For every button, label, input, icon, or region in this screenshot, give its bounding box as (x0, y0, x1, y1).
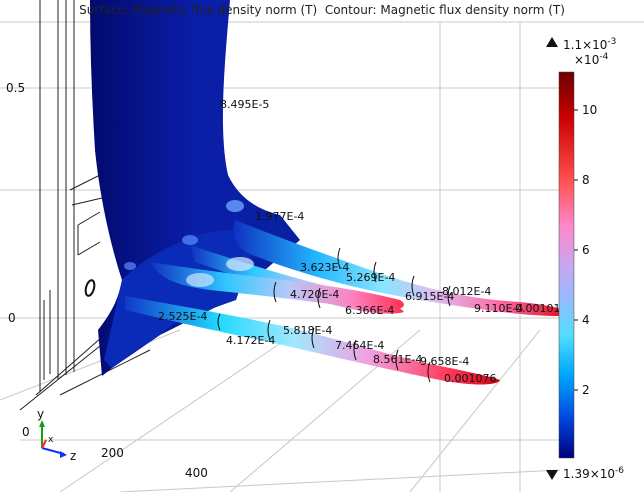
contour-label: 5.818E-4 (283, 324, 332, 337)
axis-triad: y z x (37, 407, 76, 463)
contour-label: 2.525E-4 (158, 310, 207, 323)
contour-label: 7.464E-4 (335, 339, 384, 352)
y-tick-label: 0.5 (6, 81, 25, 95)
contour-label: 4.172E-4 (226, 334, 275, 347)
colorbar-tick-label: 10 (582, 103, 597, 117)
contour-label: 0.00101 (515, 302, 561, 315)
ring-marker (84, 279, 96, 297)
plot-title: Surface: Magnetic flux density norm (T) … (0, 3, 644, 17)
geometry-edges (19, 0, 151, 411)
corner-tick-label: 0 (22, 425, 30, 439)
contour-label: 6.366E-4 (345, 304, 394, 317)
triad-y-label: y (37, 407, 44, 421)
contour-label: 3.623E-4 (300, 261, 349, 274)
triad-z-label: z (70, 449, 76, 463)
colorbar-tick-label: 4 (582, 313, 590, 327)
contour-label: 9.110E-4 (474, 302, 523, 315)
contour-title: Contour: Magnetic flux density norm (T) (324, 3, 565, 17)
colorbar-tick-label: 8 (582, 173, 590, 187)
contour-label: 6.915E-4 (405, 290, 454, 303)
contour-label: 8.495E-5 (220, 98, 269, 111)
min-arrow-icon (546, 470, 558, 480)
colorbar-max-label: 1.1×10-3 (563, 37, 617, 52)
colorbar-gradient (558, 71, 575, 459)
contour-lines (217, 247, 451, 383)
contour-label: 8.012E-4 (442, 285, 491, 298)
y-tick-label: 0 (8, 311, 16, 325)
contour-label: 8.561E-4 (373, 353, 422, 366)
contour-label: 0.001076 (444, 372, 497, 385)
contour-label-group: 8.495E-5 1.977E-4 3.623E-4 5.269E-4 8.01… (158, 98, 561, 385)
colorbar-scale-label: ×10-4 (574, 52, 609, 67)
contour-label: 5.269E-4 (346, 271, 395, 284)
colorbar-min-label: 1.39×10-6 (563, 466, 625, 481)
contour-label: 9.658E-4 (420, 355, 469, 368)
colorbar-tick-label: 6 (582, 243, 590, 257)
z-tick-label: 400 (185, 466, 208, 480)
contour-label: 4.720E-4 (290, 288, 339, 301)
axis-tick-labels: 0.5 0 0 200 400 (6, 81, 208, 480)
max-arrow-icon (546, 37, 558, 47)
contour-label: 1.977E-4 (255, 210, 304, 223)
colorbar-tick-label: 2 (582, 383, 590, 397)
colorbar: 10 8 6 4 2 (546, 37, 597, 480)
z-tick-label: 200 (101, 446, 124, 460)
triad-x-label: x (48, 435, 54, 445)
surface-title: Surface: Magnetic flux density norm (T) (79, 3, 318, 17)
